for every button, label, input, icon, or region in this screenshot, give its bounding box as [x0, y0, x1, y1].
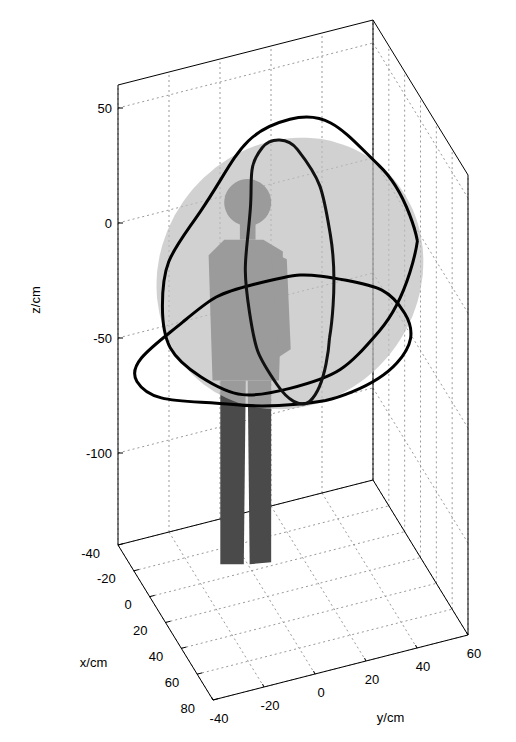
- svg-text:x/cm: x/cm: [80, 655, 107, 670]
- svg-text:0: 0: [124, 597, 131, 612]
- svg-text:50: 50: [98, 101, 112, 116]
- svg-text:40: 40: [149, 649, 163, 664]
- svg-text:0: 0: [105, 216, 112, 231]
- svg-text:-100: -100: [86, 446, 112, 461]
- svg-text:0: 0: [317, 685, 324, 700]
- svg-text:80: 80: [181, 701, 195, 716]
- svg-text:-40: -40: [210, 711, 229, 726]
- svg-text:60: 60: [467, 646, 481, 661]
- svg-text:-50: -50: [93, 331, 112, 346]
- svg-text:40: 40: [416, 659, 430, 674]
- svg-text:y/cm: y/cm: [377, 710, 404, 725]
- svg-text:-40: -40: [81, 546, 100, 561]
- svg-text:20: 20: [133, 623, 147, 638]
- svg-text:60: 60: [165, 675, 179, 690]
- svg-text:z/cm: z/cm: [28, 286, 43, 313]
- svg-text:20: 20: [365, 672, 379, 687]
- svg-text:-20: -20: [97, 571, 116, 586]
- svg-text:-20: -20: [261, 698, 280, 713]
